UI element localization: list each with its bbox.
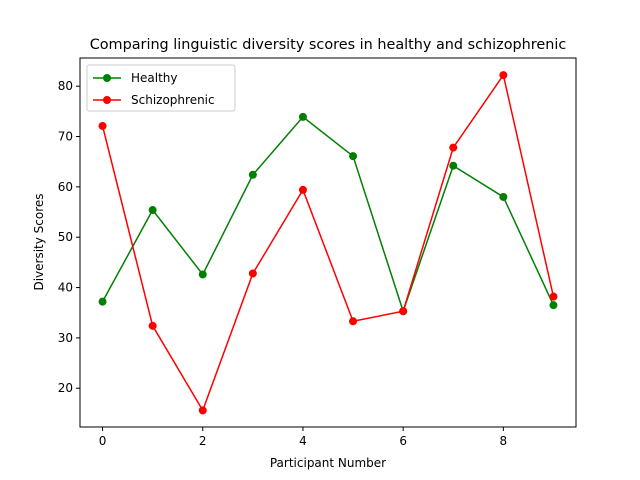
data-point-healthy (98, 297, 107, 306)
series-line-schizophrenic (101, 73, 555, 413)
y-tick-label: 30 (58, 331, 73, 345)
data-point-schizophrenic (298, 185, 307, 194)
y-tick-label: 60 (58, 180, 73, 194)
data-point-schizophrenic (98, 121, 107, 130)
data-point-healthy (298, 112, 307, 121)
legend-swatch-marker (103, 74, 111, 82)
y-tick-label: 40 (58, 281, 73, 295)
y-tick-label: 20 (58, 381, 73, 395)
legend: Healthy Schizophrenic (86, 64, 236, 112)
series-layer (98, 71, 558, 415)
data-point-healthy (349, 152, 358, 161)
chart-title: Comparing linguistic diversity scores in… (90, 37, 567, 53)
legend-label: Healthy (131, 71, 178, 85)
data-point-schizophrenic (349, 317, 358, 326)
series-schizophrenic (98, 71, 558, 415)
axes-frame (79, 57, 577, 428)
plot-area: 0 2 4 6 8 20 30 40 50 60 70 80 (58, 57, 577, 448)
data-point-schizophrenic (198, 406, 207, 415)
data-point-schizophrenic (248, 269, 257, 278)
legend-box (86, 64, 236, 112)
y-axis-label: Diversity Scores (32, 193, 46, 290)
y-tick-label: 70 (58, 130, 73, 144)
y-tick-label: 80 (58, 79, 73, 93)
data-point-healthy (248, 170, 257, 179)
data-point-healthy (549, 301, 558, 310)
data-point-schizophrenic (499, 71, 508, 80)
x-axis-ticks: 0 2 4 6 8 (99, 427, 507, 448)
legend-item-healthy: Healthy (93, 71, 178, 85)
legend-swatch-marker (103, 96, 111, 104)
x-tick-label: 4 (299, 434, 307, 448)
y-tick-label: 50 (58, 230, 73, 244)
x-tick-label: 0 (99, 434, 107, 448)
series-line-healthy (101, 115, 555, 314)
data-point-schizophrenic (549, 292, 558, 301)
series-healthy (98, 112, 558, 316)
x-tick-label: 8 (500, 434, 508, 448)
data-point-healthy (449, 161, 458, 170)
legend-label: Schizophrenic (131, 93, 215, 107)
data-point-schizophrenic (399, 307, 408, 316)
data-point-schizophrenic (148, 321, 157, 330)
data-point-healthy (499, 192, 508, 201)
data-point-healthy (148, 206, 157, 215)
data-point-schizophrenic (449, 143, 458, 152)
x-tick-label: 2 (199, 434, 207, 448)
y-axis-ticks: 20 30 40 50 60 70 80 (58, 79, 80, 395)
legend-item-schizophrenic: Schizophrenic (93, 93, 215, 107)
data-point-healthy (198, 270, 207, 279)
x-tick-label: 6 (399, 434, 407, 448)
x-axis-label: Participant Number (270, 456, 386, 470)
